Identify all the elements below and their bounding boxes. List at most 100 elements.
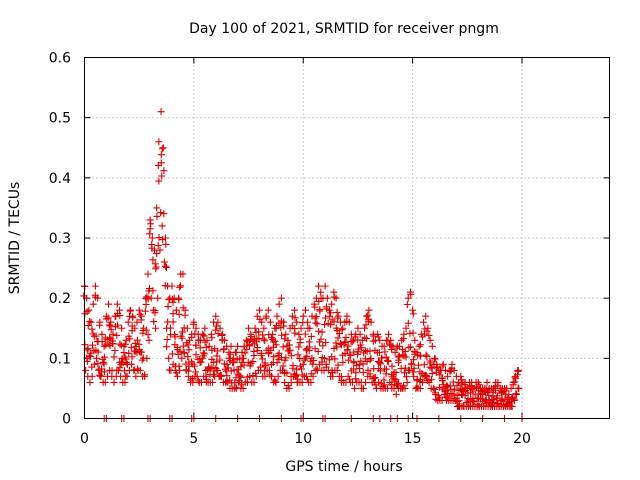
data-point [339,358,347,366]
data-point [364,311,372,319]
data-point [273,312,281,320]
data-point [370,374,378,382]
data-point [271,376,279,384]
data-point [155,138,163,146]
data-point [169,318,177,326]
data-point [363,334,371,342]
data-point [439,362,447,370]
data-point [171,333,179,341]
data-point [407,360,415,368]
data-point [193,372,201,380]
plot-frame [84,57,610,419]
data-point [380,342,388,350]
data-point [158,172,166,180]
data-point [268,372,276,380]
data-point [514,384,522,392]
data-point [190,320,198,328]
data-point [113,300,121,308]
data-point [409,368,417,376]
data-point [258,355,266,363]
data-point [160,210,168,218]
data-point [168,295,176,303]
data-point [457,380,465,388]
data-point [184,353,192,361]
y-tick-label: 0.2 [49,291,71,307]
data-point [240,361,248,369]
data-point [209,371,217,379]
data-point [176,347,184,355]
data-point [152,265,160,273]
data-point [212,322,220,330]
data-point [128,353,136,361]
data-point [426,336,434,344]
y-tick-labels: 0 0.1 0.2 0.3 0.4 0.5 0.6 [49,51,71,428]
data-point [395,379,403,387]
data-point [400,369,408,377]
data-point [234,342,242,350]
data-point [388,362,396,370]
data-point [196,336,204,344]
data-point [162,240,170,248]
data-point [409,310,417,318]
data-point [114,321,122,329]
data-point [424,324,432,332]
data-point [330,293,338,301]
data-point [416,341,424,349]
data-point [157,108,165,116]
data-point [145,336,153,344]
data-point [315,327,323,335]
data-point [351,384,359,392]
data-point [128,360,136,368]
data-point [507,402,515,410]
data-point [250,352,258,360]
data-point [175,295,183,303]
data-point [102,315,110,323]
data-point [141,371,149,379]
data-point [321,320,329,328]
data-point [232,384,240,392]
data-point [132,372,140,380]
data-point [184,341,192,349]
data-point [189,360,197,368]
data-point [363,357,371,365]
data-point [163,335,171,343]
data-point [306,343,314,351]
data-point [192,324,200,332]
data-point [100,353,108,361]
data-point [282,330,290,338]
data-point [376,336,384,344]
data-point [461,381,469,389]
data-point [89,341,97,349]
data-point [221,336,228,344]
data-point [334,314,342,322]
data-point [422,351,430,359]
data-point [237,373,245,381]
data-point [99,358,107,366]
data-point [321,314,329,322]
data-point [291,329,299,337]
data-point [354,324,362,332]
data-point [110,378,118,386]
data-point [339,324,347,332]
data-point [142,326,150,334]
data-point [214,366,222,374]
data-point [283,369,291,377]
data-point [316,307,324,315]
data-point [213,352,221,360]
data-point [199,330,207,338]
data-point [384,357,392,365]
data-point [146,225,154,233]
data-point [173,372,181,380]
data-point [226,350,234,358]
data-point [122,372,130,380]
data-point [410,364,418,372]
data-point [155,234,163,242]
data-point [179,342,187,350]
data-point [320,354,328,362]
data-point [160,258,168,266]
data-point [453,391,461,399]
data-point [359,360,367,368]
data-point [343,346,351,354]
data-point [378,354,386,362]
data-point [398,336,406,344]
